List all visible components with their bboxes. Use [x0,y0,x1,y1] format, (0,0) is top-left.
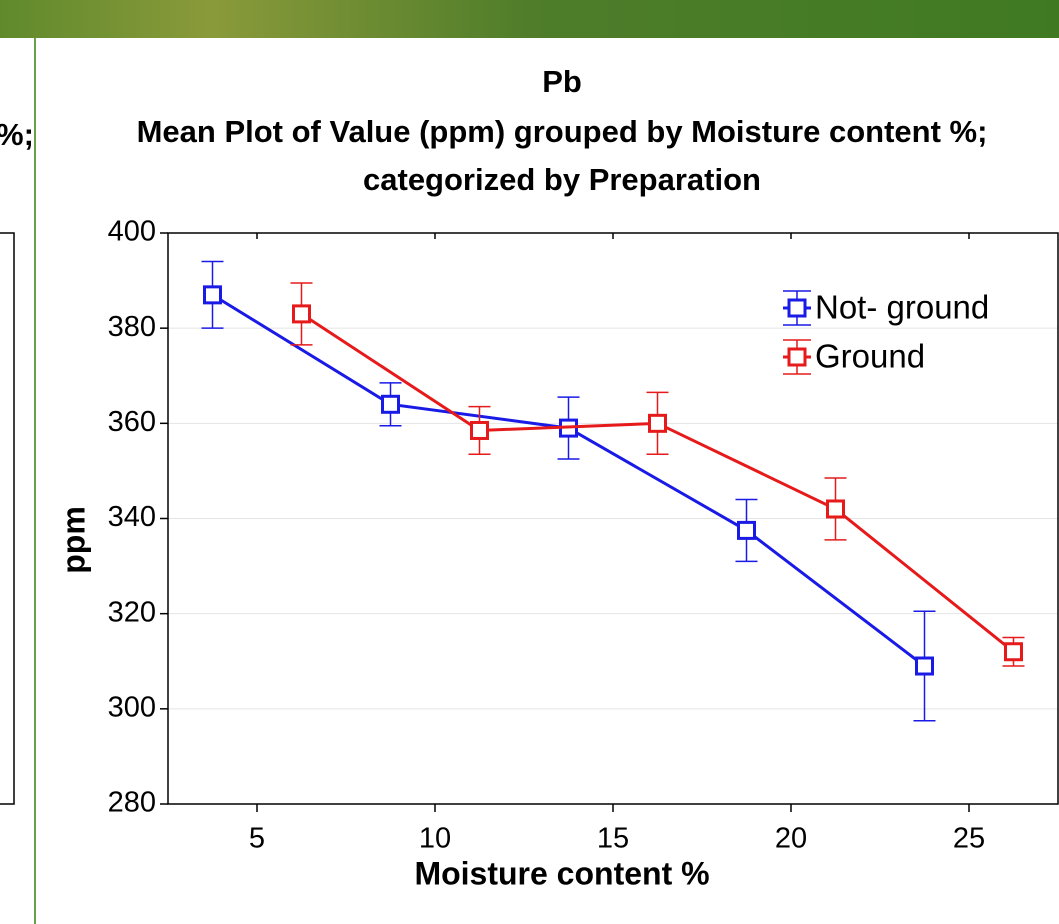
legend-marker [789,300,805,316]
page: %; Pb Mean Plot of Value (ppm) grouped b… [0,0,1059,924]
y-tick-label: 320 [108,596,156,628]
marker [739,522,755,538]
x-tick-label: 5 [249,823,265,855]
marker [472,422,488,438]
marker [383,396,399,412]
x-tick-label: 10 [419,823,451,855]
chart-subtitle: Mean Plot of Value (ppm) grouped by Mois… [137,114,988,149]
legend-label: Not- ground [815,289,989,326]
y-tick-label: 400 [108,216,156,248]
y-tick-label: 360 [108,406,156,438]
y-axis-label: ppm [55,506,91,574]
y-tick-label: 380 [108,311,156,343]
marker [294,306,310,322]
legend-label: Ground [815,338,925,375]
legend-marker [789,349,805,365]
marker [205,287,221,303]
marker [1006,644,1022,660]
y-tick-label: 340 [108,501,156,533]
marker [650,415,666,431]
left-panel-frame [0,233,14,804]
chart-title: Pb [542,64,582,99]
x-tick-label: 25 [953,823,985,855]
y-tick-label: 280 [108,787,156,819]
marker [828,501,844,517]
header-band [0,0,1059,38]
x-tick-label: 20 [775,823,807,855]
left-panel-title: %; [0,117,34,152]
y-tick-label: 300 [108,691,156,723]
x-axis-label: Moisture content % [414,855,709,891]
x-tick-label: 15 [597,823,629,855]
marker [917,658,933,674]
chart-subtitle: categorized by Preparation [363,162,761,197]
